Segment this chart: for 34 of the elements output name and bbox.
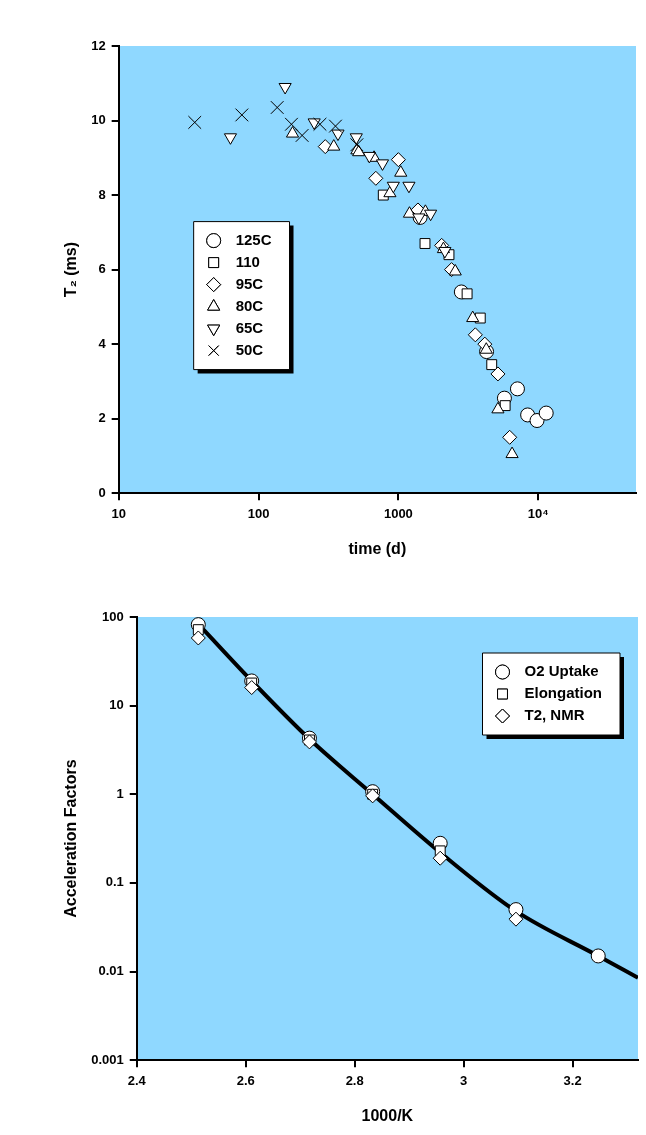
y-tick-label: 4 [98,335,107,351]
x-axis-title: 1000/K [361,1106,414,1124]
x-tick-label: 10⁴ [527,505,549,521]
legend-label: T2, NMR [524,706,585,724]
y-axis-title: T₂ (ms) [62,242,80,298]
y-tick-label: 0 [98,484,106,500]
legend-label: 80C [235,296,264,314]
x-axis-title: time (d) [348,539,407,557]
y-tick-label: 6 [98,261,106,277]
y-tick-label: 0.01 [98,963,124,979]
y-tick-label: 8 [98,186,106,202]
y-tick-label: 2 [98,410,106,426]
y-tick-label: 0.001 [91,1051,124,1067]
y-tick-label: 10 [91,112,106,128]
legend-label: 65C [235,318,264,336]
legend-label: 95C [235,274,264,292]
legend-label: 125C [235,230,272,248]
x-tick-label: 100 [247,505,270,521]
legend-label: 110 [235,252,260,270]
legend-label: 50C [235,340,264,358]
y-axis-title: Acceleration Factors [62,759,80,918]
x-tick-label: 2.6 [236,1072,255,1088]
legend-label: Elongation [524,684,603,702]
x-tick-label: 3 [460,1072,468,1088]
x-tick-label: 1000 [383,505,413,521]
y-tick-label: 1 [116,785,124,801]
y-tick-label: 10 [109,697,124,713]
y-tick-label: 0.1 [105,874,124,890]
y-tick-label: 100 [102,608,124,624]
x-tick-label: 2.4 [127,1072,147,1088]
legend-label: O2 Uptake [524,662,599,680]
x-tick-label: 2.8 [345,1072,364,1088]
y-tick-label: 12 [91,37,106,53]
x-tick-label: 3.2 [563,1072,582,1088]
